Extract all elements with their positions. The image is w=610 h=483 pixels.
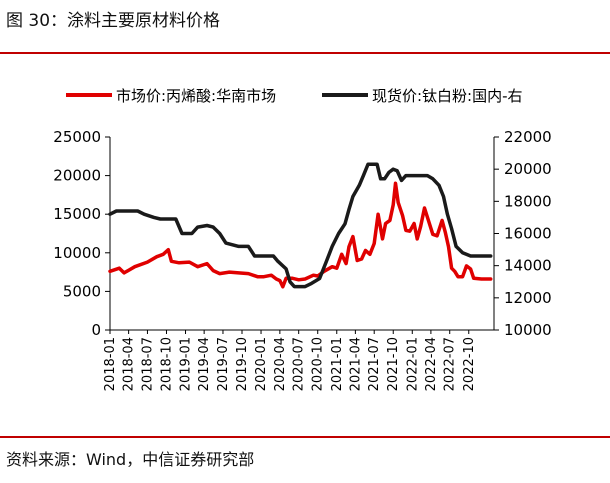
- right-y-tick-label: 20000: [504, 160, 552, 178]
- right-y-tick-label: 12000: [504, 289, 552, 307]
- x-tick-label: 2018-10: [159, 337, 174, 391]
- left-y-tick-label: 20000: [53, 167, 101, 185]
- x-tick-label: 2018-01: [103, 337, 118, 391]
- series-line-titanium-dioxide: [108, 162, 493, 289]
- x-tick-label: 2020-04: [273, 337, 288, 391]
- x-tick-label: 2022-07: [443, 337, 458, 391]
- right-y-tick-label: 10000: [504, 321, 552, 339]
- chart-axes: 0 5000 10000 15000 20000 25000 10000 12000 14000…: [53, 128, 551, 391]
- left-y-tick-label: 5000: [63, 282, 101, 300]
- source-divider: [0, 436, 610, 438]
- figure-title: 图 30：涂料主要原材料价格: [6, 11, 221, 31]
- legend-label-acrylic: 市场价:丙烯酸:华南市场: [116, 87, 276, 105]
- legend: 市场价:丙烯酸:华南市场 现货价:钛白粉:国内-右: [66, 87, 523, 105]
- source-note: 资料来源：Wind，中信证券研究部: [6, 450, 255, 469]
- series-line-acrylic-acid: [108, 181, 493, 289]
- left-y-tick-label: 25000: [53, 128, 101, 146]
- x-tick-label: 2019-10: [235, 337, 250, 391]
- x-tick-label: 2020-10: [311, 337, 326, 391]
- x-tick-label: 2021-10: [386, 337, 401, 391]
- x-tick-label: 2019-01: [179, 337, 194, 391]
- left-y-tick-label: 15000: [53, 205, 101, 223]
- x-tick-label: 2018-04: [122, 337, 137, 391]
- legend-label-titanium: 现货价:钛白粉:国内-右: [372, 87, 523, 105]
- left-y-tick-label: 0: [91, 321, 101, 339]
- x-tick-label: 2021-07: [367, 337, 382, 391]
- right-y-tick-label: 18000: [504, 192, 552, 210]
- left-y-tick-label: 10000: [53, 244, 101, 262]
- x-tick-label: 2021-04: [348, 337, 363, 391]
- x-tick-label: 2019-04: [197, 337, 212, 391]
- x-tick-label: 2018-07: [140, 337, 155, 391]
- x-tick-label: 2022-10: [462, 337, 477, 391]
- right-y-tick-label: 22000: [504, 128, 552, 146]
- chart-series: [108, 162, 493, 289]
- x-tick-label: 2022-01: [405, 337, 420, 391]
- x-tick-label: 2020-07: [292, 337, 307, 391]
- title-divider: [0, 52, 610, 54]
- right-y-tick-label: 14000: [504, 257, 552, 275]
- x-tick-label: 2022-04: [424, 337, 439, 391]
- right-y-tick-label: 16000: [504, 225, 552, 243]
- x-tick-label: 2019-07: [216, 337, 231, 391]
- x-tick-label: 2021-01: [330, 337, 345, 391]
- price-line-chart: 市场价:丙烯酸:华南市场 现货价:钛白粉:国内-右 0 5000 10000 1500…: [53, 87, 551, 391]
- x-tick-label: 2020-01: [254, 337, 269, 391]
